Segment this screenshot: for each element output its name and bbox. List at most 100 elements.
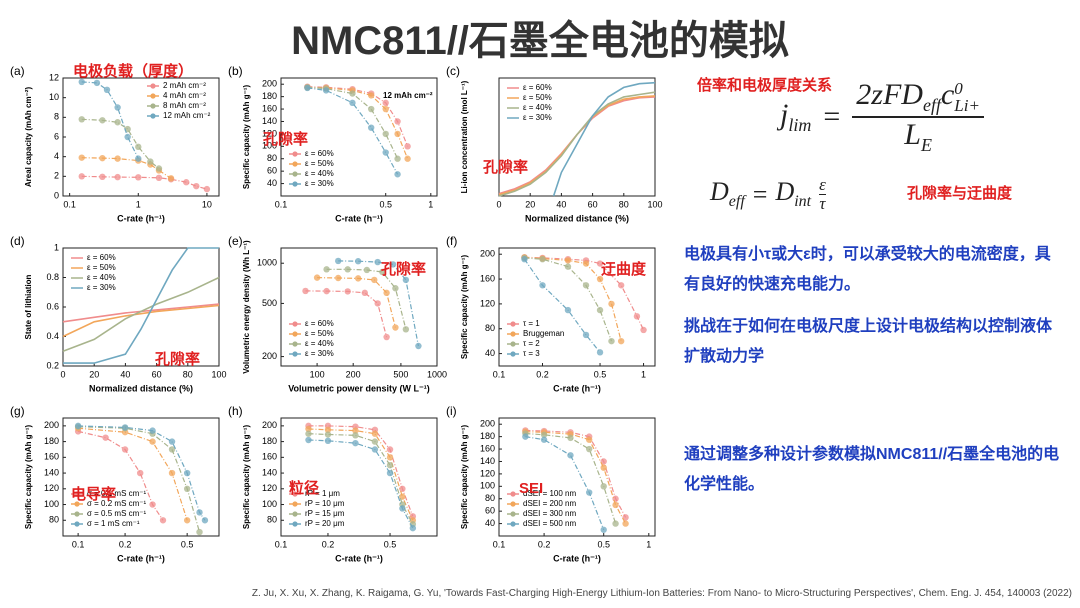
- y-tick-label: 80: [267, 515, 277, 525]
- eq-sub: eff: [728, 193, 745, 211]
- legend-marker: [510, 351, 516, 357]
- y-tick-label: 120: [480, 468, 495, 478]
- data-point: [305, 436, 312, 444]
- y-tick-label: 200: [480, 249, 495, 259]
- data-point: [367, 92, 375, 99]
- legend-label: ε = 50%: [523, 93, 552, 102]
- equation-jlim: jlim = 2zFDeffc 0 Li+ LE: [780, 78, 984, 156]
- data-point: [617, 337, 625, 345]
- data-point: [386, 469, 394, 477]
- data-point: [168, 446, 176, 453]
- data-point: [382, 99, 389, 107]
- data-point: [567, 434, 574, 442]
- y-tick-label: 100: [262, 141, 277, 151]
- legend-label: ε = 60%: [305, 149, 334, 158]
- legend-marker: [150, 83, 156, 89]
- legend-label: ε = 40%: [305, 339, 334, 348]
- series-line: [525, 432, 617, 524]
- data-point: [99, 173, 106, 181]
- eq-sign: =: [823, 100, 841, 133]
- y-tick-label: 140: [262, 116, 277, 126]
- eq-sub: E: [920, 135, 932, 155]
- legend-label: ε = 30%: [305, 179, 334, 188]
- data-point: [399, 505, 406, 512]
- y-axis-label: Li-ion concentration (mol L⁻¹): [460, 80, 469, 193]
- x-tick-label: 0.5: [379, 199, 392, 209]
- y-tick-label: 10: [49, 92, 59, 102]
- data-point: [313, 274, 321, 281]
- data-point: [78, 173, 85, 180]
- data-point: [539, 282, 546, 289]
- legend-marker: [510, 321, 516, 327]
- legend-marker: [292, 181, 298, 187]
- y-tick-label: 40: [485, 518, 495, 528]
- data-point: [352, 432, 359, 439]
- data-point: [183, 179, 190, 186]
- legend-label: rP = 15 μm: [305, 509, 345, 518]
- data-point: [149, 427, 156, 434]
- data-point: [149, 438, 156, 445]
- x-tick-label: 1000: [427, 369, 447, 379]
- x-tick-label: 0.1: [275, 539, 288, 549]
- legend-label: rP = 10 μm: [305, 499, 345, 508]
- data-point: [183, 517, 191, 524]
- data-point: [596, 260, 604, 267]
- data-point: [394, 118, 401, 125]
- x-tick-label: 80: [619, 199, 629, 209]
- x-axis-label: C-rate (h⁻¹): [117, 553, 165, 563]
- data-point: [121, 424, 129, 431]
- data-point: [386, 462, 394, 469]
- legend-marker: [292, 341, 298, 347]
- series-line: [81, 81, 139, 159]
- x-tick-label: 0.2: [536, 369, 549, 379]
- data-point: [74, 422, 82, 430]
- data-point: [585, 489, 593, 496]
- eq-sub: Li+: [954, 96, 980, 116]
- data-point: [99, 154, 106, 162]
- series-line: [307, 86, 399, 159]
- y-tick-label: 80: [267, 153, 277, 163]
- y-tick-label: 1000: [257, 258, 277, 268]
- paragraph: 通过调整多种设计参数模拟NMC811//石墨全电池的电化学性能。: [684, 446, 1060, 493]
- series-line: [78, 426, 201, 533]
- data-point: [386, 454, 394, 461]
- legend-marker: [150, 103, 156, 109]
- data-point: [305, 430, 312, 437]
- eq-symbol: j: [780, 98, 789, 131]
- data-point: [622, 520, 629, 527]
- x-tick-label: 40: [120, 369, 130, 379]
- data-point: [612, 495, 619, 502]
- annotation: SEI: [519, 480, 543, 497]
- data-point: [402, 276, 410, 284]
- data-point: [168, 469, 176, 477]
- data-point: [367, 105, 375, 113]
- data-point: [168, 438, 176, 445]
- x-tick-label: 0.1: [63, 199, 76, 209]
- legend-label: ε = 40%: [305, 169, 334, 178]
- data-point: [114, 173, 121, 181]
- panel-label: (h): [228, 404, 243, 418]
- x-tick-label: 100: [310, 369, 325, 379]
- data-point: [371, 276, 378, 284]
- data-point: [323, 266, 330, 273]
- data-point: [567, 452, 574, 459]
- legend-label: dSEI = 100 nm: [523, 489, 576, 498]
- y-tick-label: 120: [480, 298, 495, 308]
- series-line: [305, 290, 388, 338]
- y-tick-label: 180: [262, 436, 277, 446]
- plot-frame: [280, 247, 438, 367]
- y-tick-label: 200: [262, 79, 277, 89]
- data-point: [196, 509, 203, 516]
- y-tick-label: 0.4: [46, 331, 59, 341]
- y-axis-label: Specific capacity (mAh g⁻¹): [460, 425, 469, 530]
- data-point: [382, 130, 389, 138]
- plot-frame: [280, 77, 438, 197]
- eq-heading: 倍率和电极厚度关系: [697, 77, 833, 94]
- data-point: [302, 287, 309, 295]
- data-point: [99, 117, 106, 124]
- panel-label: (b): [228, 64, 243, 78]
- annotation: 孔隙率: [483, 158, 528, 176]
- data-point: [354, 275, 362, 282]
